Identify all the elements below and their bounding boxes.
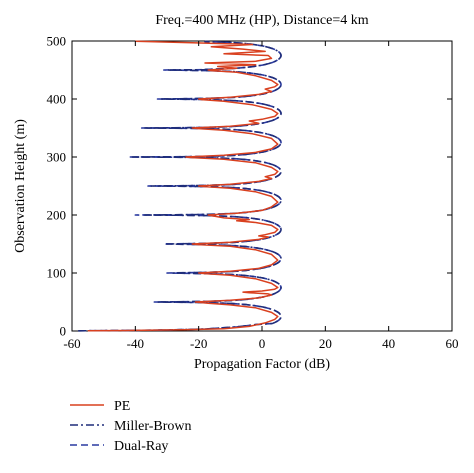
y-tick-label: 0 (60, 324, 67, 339)
x-tick-label: -40 (127, 336, 144, 351)
x-axis-label: Propagation Factor (dB) (194, 357, 330, 372)
plot-frame (71, 40, 453, 332)
series-pe-line (87, 40, 279, 332)
legend-label: Miller-Brown (114, 419, 192, 434)
series-layer (78, 40, 282, 332)
legend-label: PE (114, 399, 130, 414)
y-tick-label: 500 (47, 34, 67, 49)
y-tick-label: 300 (47, 150, 67, 165)
chart-title: Freq.=400 MHz (HP), Distance=4 km (155, 13, 368, 28)
y-axis-label: Observation Height (m) (13, 119, 28, 253)
y-tick-label: 200 (47, 208, 67, 223)
legend: PE Miller-Brown Dual-Ray (70, 399, 192, 454)
series-miller-brown-line (78, 40, 282, 332)
x-tick-label: 20 (319, 336, 332, 351)
x-tick-label: 40 (382, 336, 395, 351)
y-tick-label: 400 (47, 92, 67, 107)
x-tick-label: -60 (63, 336, 80, 351)
x-tick-label: -20 (190, 336, 207, 351)
y-tick-label: 100 (47, 266, 67, 281)
x-tick-label: 0 (259, 336, 266, 351)
legend-label: Dual-Ray (114, 439, 168, 454)
x-tick-label: 60 (446, 336, 459, 351)
axis-ticks: -60 -40 -20 0 20 40 60 0 100 200 300 400 500 (47, 34, 459, 352)
